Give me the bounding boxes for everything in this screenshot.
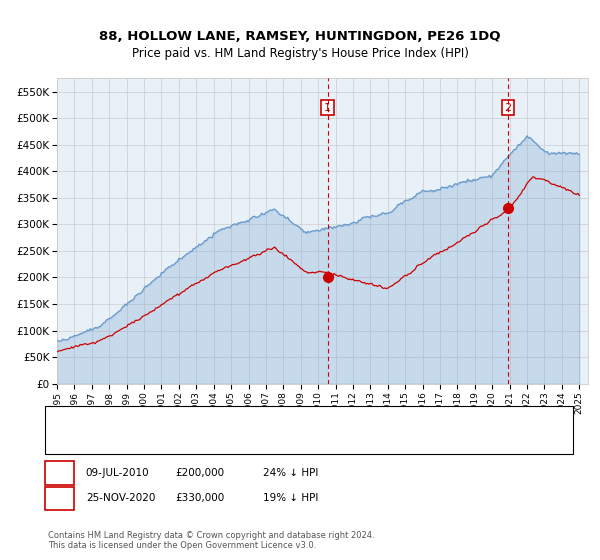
Text: 24% ↓ HPI: 24% ↓ HPI	[263, 468, 318, 478]
Text: £330,000: £330,000	[176, 493, 225, 503]
Text: 19% ↓ HPI: 19% ↓ HPI	[263, 493, 318, 503]
Text: Contains HM Land Registry data © Crown copyright and database right 2024.
This d: Contains HM Land Registry data © Crown c…	[48, 530, 374, 550]
Text: 88, HOLLOW LANE, RAMSEY, HUNTINGDON, PE26 1DQ (detached house): 88, HOLLOW LANE, RAMSEY, HUNTINGDON, PE2…	[96, 416, 458, 426]
Text: 2: 2	[505, 102, 511, 113]
Text: 2: 2	[56, 493, 63, 503]
Text: HPI: Average price, detached house, Huntingdonshire: HPI: Average price, detached house, Hunt…	[96, 434, 364, 444]
Text: £200,000: £200,000	[176, 468, 225, 478]
Text: 25-NOV-2020: 25-NOV-2020	[86, 493, 155, 503]
Text: 1: 1	[324, 102, 331, 113]
Text: Price paid vs. HM Land Registry's House Price Index (HPI): Price paid vs. HM Land Registry's House …	[131, 46, 469, 60]
Text: 88, HOLLOW LANE, RAMSEY, HUNTINGDON, PE26 1DQ: 88, HOLLOW LANE, RAMSEY, HUNTINGDON, PE2…	[99, 30, 501, 43]
Text: 09-JUL-2010: 09-JUL-2010	[86, 468, 149, 478]
Text: 1: 1	[56, 468, 63, 478]
